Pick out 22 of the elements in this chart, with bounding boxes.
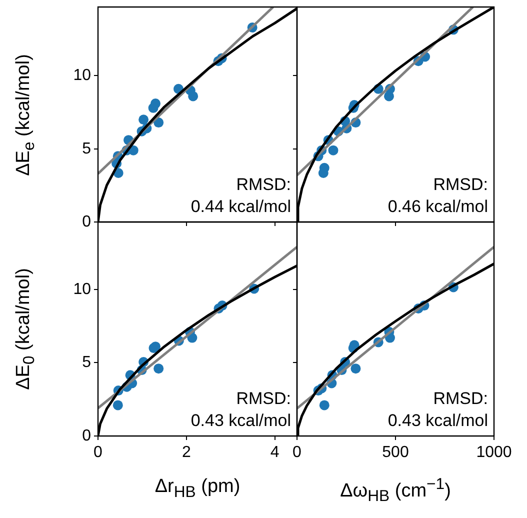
y-tick-label: 0 bbox=[82, 213, 92, 230]
x-tick-label: 0 bbox=[292, 444, 302, 462]
x-axis-title: Δω$_{HB}$ (cm$^{−1}$) bbox=[340, 476, 451, 506]
annotation: RMSD: bbox=[236, 175, 291, 194]
annotation: 0.46 kcal/mol bbox=[388, 197, 488, 216]
y-tick-label: 10 bbox=[73, 280, 92, 298]
x-tick-label: 4 bbox=[270, 444, 280, 462]
annotation: 0.43 kcal/mol bbox=[388, 411, 488, 430]
x-axis-title: Δr$_{HB}$ (pm) bbox=[154, 476, 240, 502]
y-tick-label: 5 bbox=[82, 354, 92, 372]
annotation: 0.44 kcal/mol bbox=[190, 197, 291, 216]
y-tick-label: 0 bbox=[82, 427, 92, 444]
annotation: RMSD: bbox=[433, 389, 488, 408]
y-tick-label: 10 bbox=[73, 67, 92, 84]
x-tick-label: 500 bbox=[382, 444, 409, 462]
y-tick-label: 5 bbox=[82, 140, 92, 158]
annotation: 0.43 kcal/mol bbox=[190, 411, 291, 430]
x-tick-label: 0 bbox=[94, 444, 103, 462]
annotation: RMSD: bbox=[433, 175, 488, 194]
x-tick-label: 2 bbox=[182, 444, 191, 462]
annotation: RMSD: bbox=[236, 389, 291, 408]
x-tick-label: 1000 bbox=[476, 444, 512, 462]
